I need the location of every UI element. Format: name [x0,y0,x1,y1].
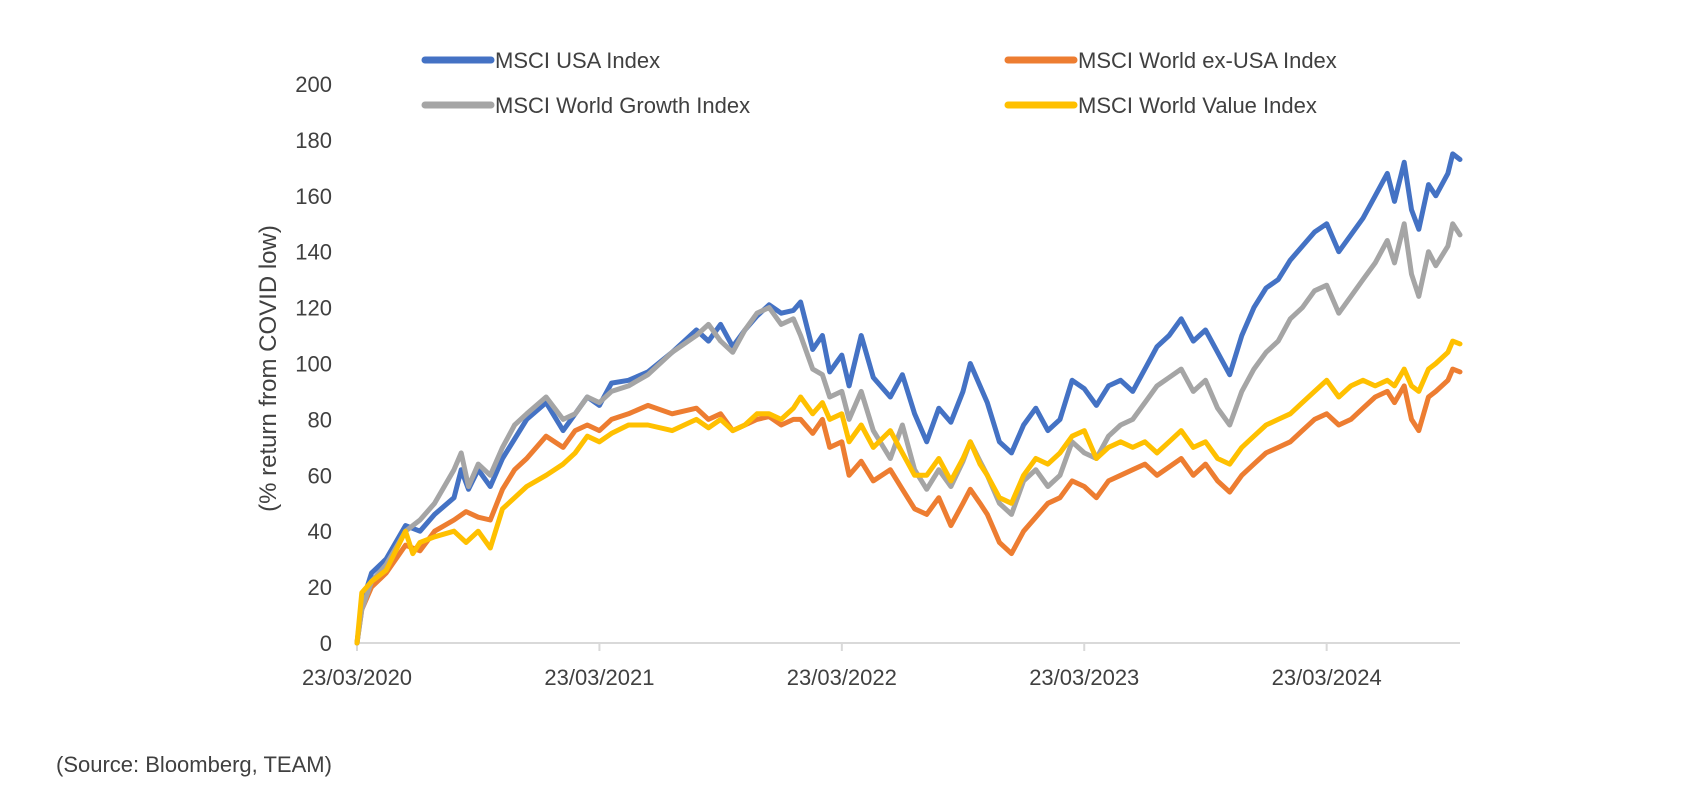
y-tick-label: 160 [295,184,332,209]
y-axis-ticks: 0 20 40 60 80 100 120 140 160 180 200 [295,72,332,656]
series-line-msci-world-value-index [354,338,1463,646]
x-tick-label: 23/03/2020 [302,665,412,690]
y-tick-label: 140 [295,240,332,265]
legend: MSCI USA Index MSCI World ex-USA Index MSC… [421,48,1337,118]
series-group [354,151,1463,646]
x-tick-label: 23/03/2023 [1029,665,1139,690]
legend-label: MSCI USA Index [495,48,660,73]
x-axis-ticks: 23/03/2020 23/03/2021 23/03/2022 23/03/2023… [302,643,1382,690]
y-axis-title: (% return from COVID low) [255,225,282,512]
legend-label: MSCI World Growth Index [495,93,750,118]
series-line-msci-world-ex-usa-index [354,366,1463,646]
legend-label: MSCI World ex-USA Index [1078,48,1337,73]
y-tick-label: 0 [320,631,332,656]
y-tick-label: 200 [295,72,332,97]
x-tick-label: 23/03/2024 [1272,665,1382,690]
legend-label: MSCI World Value Index [1078,93,1317,118]
x-tick-label: 23/03/2022 [787,665,897,690]
series-line-msci-world-growth-index [354,221,1463,646]
y-tick-label: 60 [308,463,332,488]
y-tick-label: 180 [295,128,332,153]
y-tick-label: 120 [295,296,332,321]
series-line-msci-usa-index [354,151,1463,646]
y-axis-label-group: (% return from COVID low) [255,225,282,512]
x-tick-label: 23/03/2021 [544,665,654,690]
source-note: (Source: Bloomberg, TEAM) [56,752,332,777]
y-tick-label: 40 [308,519,332,544]
y-tick-label: 20 [308,575,332,600]
y-tick-label: 80 [308,407,332,432]
y-tick-label: 100 [295,352,332,377]
